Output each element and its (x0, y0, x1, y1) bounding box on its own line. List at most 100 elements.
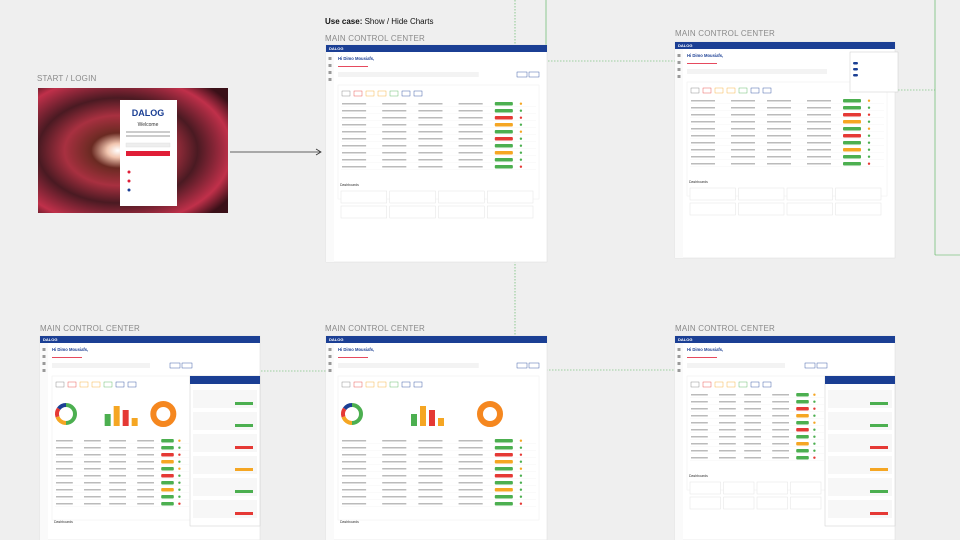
nav-icon[interactable] (328, 362, 332, 365)
status-count[interactable] (389, 90, 399, 97)
nav-icon[interactable] (328, 71, 332, 74)
status-count[interactable] (726, 381, 736, 388)
nav-icon[interactable] (328, 64, 332, 67)
status-count[interactable] (353, 381, 363, 388)
toggle[interactable] (853, 68, 858, 71)
status-count[interactable] (762, 381, 772, 388)
status-count[interactable] (353, 90, 363, 97)
status-count[interactable] (738, 87, 748, 94)
nav-icon[interactable] (42, 355, 46, 358)
dashboard-card[interactable] (389, 190, 436, 204)
status-count[interactable] (714, 87, 724, 94)
nav-icon[interactable] (42, 348, 46, 351)
status-count[interactable] (365, 90, 375, 97)
search-bar[interactable] (687, 363, 785, 368)
status-count[interactable] (103, 381, 113, 388)
panel-item[interactable] (828, 456, 892, 474)
nav-icon[interactable] (328, 369, 332, 372)
search-bar[interactable] (52, 363, 150, 368)
status-count[interactable] (341, 90, 351, 97)
nav-icon[interactable] (677, 61, 681, 64)
action-button[interactable] (528, 71, 540, 78)
dashboard-card[interactable] (689, 496, 721, 510)
action-button[interactable] (516, 362, 528, 369)
dashboard-card[interactable] (389, 205, 436, 219)
nav-icon[interactable] (328, 57, 332, 60)
panel-item[interactable] (193, 412, 257, 430)
dashboard-card[interactable] (340, 190, 387, 204)
login-option[interactable] (127, 188, 131, 192)
panel-item[interactable] (193, 456, 257, 474)
panel-item[interactable] (193, 500, 257, 518)
nav-icon[interactable] (677, 369, 681, 372)
status-count[interactable] (750, 87, 760, 94)
toggle[interactable] (853, 74, 858, 77)
status-count[interactable] (726, 87, 736, 94)
panel-item[interactable] (828, 412, 892, 430)
status-count[interactable] (377, 381, 387, 388)
login-option[interactable] (127, 179, 131, 183)
nav-icon[interactable] (677, 54, 681, 57)
dashboard-card[interactable] (835, 187, 882, 201)
status-count[interactable] (413, 90, 423, 97)
dashboard-card[interactable] (738, 202, 785, 216)
login-input[interactable] (125, 142, 171, 148)
toggle[interactable] (853, 62, 858, 65)
nav-icon[interactable] (328, 348, 332, 351)
action-button[interactable] (516, 71, 528, 78)
status-count[interactable] (738, 381, 748, 388)
search-bar[interactable] (338, 363, 479, 368)
nav-icon[interactable] (677, 362, 681, 365)
status-count[interactable] (365, 381, 375, 388)
dashboard-card[interactable] (723, 496, 755, 510)
status-count[interactable] (341, 381, 351, 388)
action-button[interactable] (169, 362, 181, 369)
status-count[interactable] (401, 381, 411, 388)
panel-item[interactable] (828, 478, 892, 496)
search-bar[interactable] (687, 69, 827, 74)
dashboard-card[interactable] (487, 205, 534, 219)
dashboard-card[interactable] (723, 481, 755, 495)
login-option[interactable] (127, 170, 131, 174)
status-count[interactable] (413, 381, 423, 388)
panel-item[interactable] (828, 500, 892, 518)
status-count[interactable] (127, 381, 137, 388)
status-count[interactable] (115, 381, 125, 388)
dashboard-card[interactable] (340, 205, 387, 219)
action-button[interactable] (528, 362, 540, 369)
status-count[interactable] (702, 87, 712, 94)
dashboard-card[interactable] (786, 187, 833, 201)
status-count[interactable] (750, 381, 760, 388)
status-count[interactable] (389, 381, 399, 388)
status-count[interactable] (91, 381, 101, 388)
action-button[interactable] (181, 362, 193, 369)
status-count[interactable] (762, 87, 772, 94)
panel-item[interactable] (828, 434, 892, 452)
login-button[interactable] (126, 151, 170, 156)
dashboard-card[interactable] (835, 202, 882, 216)
dashboard-card[interactable] (487, 190, 534, 204)
nav-icon[interactable] (328, 355, 332, 358)
status-count[interactable] (690, 87, 700, 94)
nav-icon[interactable] (677, 355, 681, 358)
dashboard-card[interactable] (756, 481, 788, 495)
nav-icon[interactable] (328, 78, 332, 81)
nav-icon[interactable] (42, 369, 46, 372)
panel-item[interactable] (193, 390, 257, 408)
status-count[interactable] (67, 381, 77, 388)
panel-item[interactable] (193, 434, 257, 452)
status-count[interactable] (401, 90, 411, 97)
dashboard-card[interactable] (438, 190, 485, 204)
dashboard-card[interactable] (756, 496, 788, 510)
nav-icon[interactable] (42, 362, 46, 365)
dashboard-card[interactable] (786, 202, 833, 216)
dashboard-card[interactable] (790, 481, 822, 495)
status-count[interactable] (377, 90, 387, 97)
action-button[interactable] (804, 362, 816, 369)
status-count[interactable] (702, 381, 712, 388)
status-count[interactable] (55, 381, 65, 388)
dashboard-card[interactable] (689, 187, 736, 201)
status-count[interactable] (714, 381, 724, 388)
nav-icon[interactable] (677, 75, 681, 78)
dashboard-card[interactable] (738, 187, 785, 201)
